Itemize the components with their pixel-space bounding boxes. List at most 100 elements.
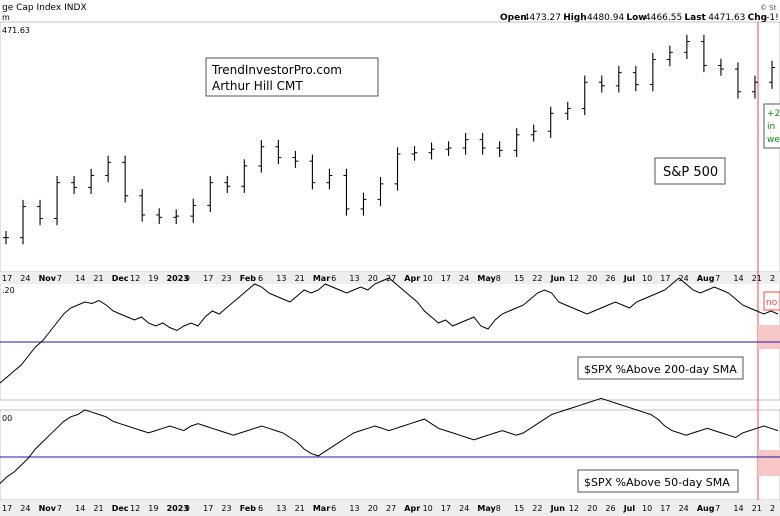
x-tick-label: 7 [57,504,62,513]
x-tick-label: 17 [203,274,213,283]
side-note-box [763,103,780,149]
x-tick-label: 13 [349,504,359,513]
x-tick-label: 2023 [167,504,189,513]
x-tick-label: Mar [313,274,330,283]
breadth-200-red-box [758,325,780,349]
x-tick-label: 21 [295,504,305,513]
x-tick-label: 15 [514,504,524,513]
x-tick-label: Nov [39,274,57,283]
x-tick-label: 26 [605,274,615,283]
x-tick-label: 17 [441,274,451,283]
x-tick-label: 17 [660,274,670,283]
x-tick-label: 17 [2,504,12,513]
x-tick-label: Aug [697,504,715,513]
chart-title: ge Cap Index INDX [2,3,87,13]
x-tick-label: 8 [496,504,501,513]
copyright-mark: © St [760,4,777,12]
annotation-line-1: TrendInvestorPro.com [211,63,342,77]
ohlc-item: Last [684,13,706,23]
x-tick-label: 23 [221,274,231,283]
ohlc-item: 4471.63 [708,13,745,23]
x-tick-label: May [477,274,496,283]
sp500-label: S&P 500 [663,165,718,180]
x-tick-label: 6 [258,274,263,283]
x-tick-label: 19 [148,274,158,283]
x-tick-label: 2023 [167,274,189,283]
x-tick-label: 27 [386,504,396,513]
breadth-200-line [0,277,779,384]
chart-subtitle: m [2,13,10,22]
x-tick-label: 7 [715,274,720,283]
x-tick-label: 6 [331,274,336,283]
x-tick-label: 10 [642,504,652,513]
x-tick-label: 27 [386,274,396,283]
x-tick-label: 12 [130,504,140,513]
x-tick-label: 9 [185,274,190,283]
x-tick-label: 24 [459,504,469,513]
x-tick-label: 10 [423,274,433,283]
x-tick-label: 17 [203,504,213,513]
x-tick-label: 10 [423,504,433,513]
x-tick-label: 15 [514,274,524,283]
x-tick-label: Apr [404,504,420,513]
x-tick-label: 6 [331,504,336,513]
price-bars [3,34,775,245]
x-tick-label: Dec [112,504,129,513]
x-tick-label: 20 [368,274,378,283]
annotation-box [205,57,379,97]
x-tick-label: 21 [752,504,762,513]
x-tick-label: Jul [623,274,636,283]
x-tick-label: Mar [313,504,330,513]
x-tick-label: 24 [20,504,30,513]
side-note-line-2: in [767,122,775,132]
x-tick-label: 14 [733,274,743,283]
breadth-200-axis-label: .20 [2,286,15,295]
ohlc-item: High [563,13,586,23]
side-note-line-1: +2 [767,109,780,119]
x-tick-label: Nov [39,504,57,513]
price-panel [0,21,780,273]
breadth-200-red-label: no [766,298,778,308]
ohlc-item: 4466.55 [645,13,682,23]
ohlc-item: Low [626,13,646,23]
x-tick-label: 24 [459,274,469,283]
price-last-label: 471.63 [2,26,30,35]
x-tick-label: 8 [496,274,501,283]
x-tick-label: 24 [679,504,689,513]
x-tick-label: Jun [550,504,566,513]
x-tick-label: 21 [752,274,762,283]
x-tick-label: 20 [587,504,597,513]
x-tick-label: 12 [569,504,579,513]
breadth-50-label-box [577,469,739,493]
x-tick-label: Aug [697,274,715,283]
x-tick-label: 10 [642,274,652,283]
x-tick-label: 12 [569,274,579,283]
breadth-200-red-label-box [763,291,780,311]
x-tick-label: 6 [258,504,263,513]
ohlc-item: Open [500,13,527,23]
x-tick-label: 21 [295,274,305,283]
x-tick-label: 17 [660,504,670,513]
breadth-50-label: $SPX %Above 50-day SMA [584,476,730,489]
breadth-200-label-box [577,356,744,380]
x-tick-label: 24 [20,274,30,283]
sp500-label-box [654,157,726,185]
x-tick-label: 19 [148,504,158,513]
x-tick-label: 22 [532,504,542,513]
x-tick-label: 9 [185,504,190,513]
x-tick-label: May [477,504,496,513]
x-tick-label: 2 [770,274,775,283]
x-tick-label: 26 [605,504,615,513]
x-tick-label: Dec [112,274,129,283]
x-tick-label: 13 [276,274,286,283]
side-note-line-3: we [767,135,780,145]
x-tick-label: 21 [93,274,103,283]
x-axis-strip-bottom [0,500,780,516]
x-tick-label: Apr [404,274,420,283]
ohlc-item: Chg [748,13,767,23]
x-tick-label: Feb [240,274,257,283]
